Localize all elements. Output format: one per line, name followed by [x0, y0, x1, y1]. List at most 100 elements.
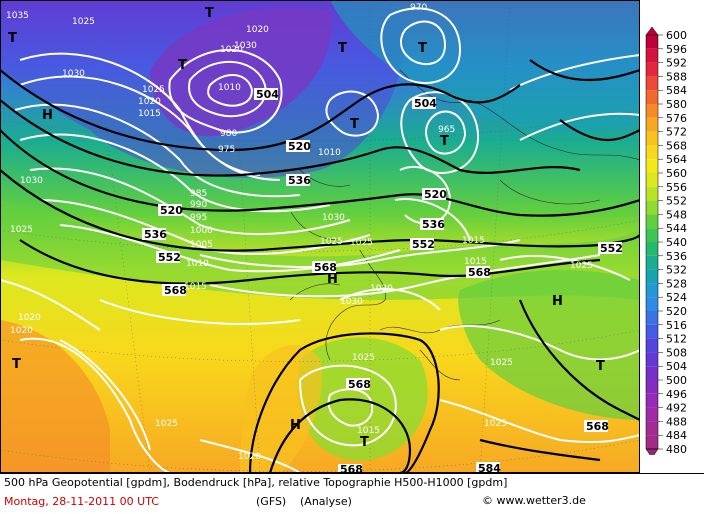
- isobar-label: 995: [190, 213, 207, 223]
- legend-swatch: [646, 407, 658, 422]
- isobar-label: 1020: [10, 326, 33, 336]
- geopotential-label: 536: [144, 228, 167, 241]
- pressure-centers: T T T T T T T H H H H T T T: [8, 6, 605, 450]
- graticule: [0, 0, 640, 473]
- isobar-label: 1000: [190, 226, 213, 236]
- isobar-label: 965: [438, 125, 455, 135]
- geopotential-label: 520: [160, 204, 183, 217]
- isobar-label: 1010: [318, 148, 341, 158]
- legend-tick-label: 484: [666, 429, 687, 442]
- legend-swatch: [646, 76, 658, 91]
- legend-swatch: [646, 62, 658, 77]
- legend-tick-label: 540: [666, 236, 687, 249]
- legend-tick-label: 536: [666, 250, 687, 263]
- legend-swatch: [646, 435, 658, 449]
- low-center-symbol: T: [418, 41, 427, 56]
- legend-swatch: [646, 283, 658, 298]
- legend-swatch: [646, 104, 658, 118]
- low-center-symbol: T: [360, 435, 369, 450]
- low-center-symbol: T: [338, 41, 347, 56]
- legend-tick-label: 552: [666, 195, 687, 208]
- isobar-label: 1020: [220, 45, 243, 55]
- legend-tick-label: 564: [666, 153, 687, 166]
- weather-map: 1035 1030 1025 1020 1015 1010 1005 1000 …: [0, 0, 640, 473]
- isobar-labels: 1035 1030 1025 1020 1015 1010 1005 1000 …: [6, 3, 593, 462]
- legend-swatch: [646, 48, 658, 63]
- legend-swatch: [646, 117, 658, 132]
- isobar-label: 1025: [320, 237, 343, 247]
- caption-credit: © www.wetter3.de: [482, 494, 586, 507]
- trough-region: [0, 0, 406, 178]
- legend-swatch: [646, 200, 658, 215]
- low-center-symbol: T: [205, 6, 214, 21]
- isobar-label: 1010: [218, 83, 241, 93]
- high-center-symbol: H: [552, 294, 563, 309]
- legend-tick-label: 508: [666, 346, 687, 359]
- geopotential-label: 536: [288, 174, 311, 187]
- north-region: [330, 0, 640, 133]
- legend-tick-label: 512: [666, 333, 687, 346]
- legend-tick-label: 596: [666, 43, 687, 56]
- low-center-symbol: T: [178, 58, 187, 73]
- isobar-label: 1025: [10, 225, 33, 235]
- isobar-label: 975: [218, 145, 235, 155]
- legend-tick-label: 524: [666, 291, 687, 304]
- isobar-label: 1030: [234, 41, 257, 51]
- legend-tick-label: 548: [666, 208, 687, 221]
- map-caption: 500 hPa Geopotential [gpdm], Bodendruck …: [0, 473, 704, 514]
- legend-swatch: [646, 186, 658, 201]
- legend-swatch: [646, 173, 658, 187]
- high-center-symbol: H: [290, 418, 301, 433]
- legend-tick-label: 516: [666, 319, 687, 332]
- legend-tick-label: 584: [666, 84, 687, 97]
- legend-tick-label: 588: [666, 70, 687, 83]
- geopotential-label: 504: [414, 97, 437, 110]
- isobar-label: 1035: [6, 11, 29, 21]
- isobar-label: 1030: [370, 284, 393, 294]
- geopotential-label: 552: [158, 251, 181, 264]
- legend-swatch: [646, 159, 658, 173]
- isobar-label: 1030: [20, 176, 43, 186]
- legend-swatch: [646, 366, 658, 380]
- isobar-label: 1020: [138, 97, 161, 107]
- isobar-label: 1030: [340, 297, 363, 307]
- legend-swatch: [646, 242, 658, 256]
- legend-tick-label: 504: [666, 360, 687, 373]
- med-high-region: [298, 337, 428, 461]
- legend-tick-label: 492: [666, 402, 687, 415]
- isobar-label: 1025: [484, 419, 507, 429]
- legend-swatch: [646, 297, 658, 311]
- legend-swatch: [646, 269, 658, 284]
- isobar-label: 1015: [357, 426, 380, 436]
- geopotential-label: 568: [468, 266, 491, 279]
- color-scale-legend: 6005965925885845805765725685645605565525…: [645, 27, 687, 455]
- isobar-label: 1015: [462, 236, 485, 246]
- low-center-symbol: T: [350, 117, 359, 132]
- low-center-symbol: T: [440, 134, 449, 149]
- legend-swatch: [646, 380, 658, 394]
- isobar-label: 1025: [490, 358, 513, 368]
- high-center-symbol: H: [42, 108, 53, 123]
- isobar-label: 1010: [186, 259, 209, 269]
- legend-swatches: [645, 27, 659, 455]
- isobar-label: 1005: [190, 240, 213, 250]
- caption-description: 500 hPa Geopotential [gpdm], Bodendruck …: [4, 476, 508, 489]
- geopotential-label: 552: [600, 242, 623, 255]
- legend-swatch: [646, 421, 658, 436]
- geopotential-label: 568: [348, 378, 371, 391]
- geopotential-label: 520: [288, 140, 311, 153]
- legend-swatch: [646, 324, 658, 339]
- isobar-label: 970: [410, 3, 427, 13]
- isobar-label: 1030: [62, 69, 85, 79]
- caption-analysis: (Analyse): [300, 495, 352, 508]
- isobar-label: 1030: [322, 213, 345, 223]
- legend-tick-label: 528: [666, 277, 687, 290]
- legend-swatch: [646, 393, 658, 408]
- legend-tick-label: 520: [666, 305, 687, 318]
- isobar-label: 1025: [350, 238, 373, 248]
- low-center-symbol: T: [12, 357, 21, 372]
- geopotential-label: 504: [256, 88, 279, 101]
- coastlines: [289, 69, 640, 381]
- caption-date: Montag, 28-11-2011 00 UTC: [4, 495, 159, 508]
- geopotential-label: 568: [164, 284, 187, 297]
